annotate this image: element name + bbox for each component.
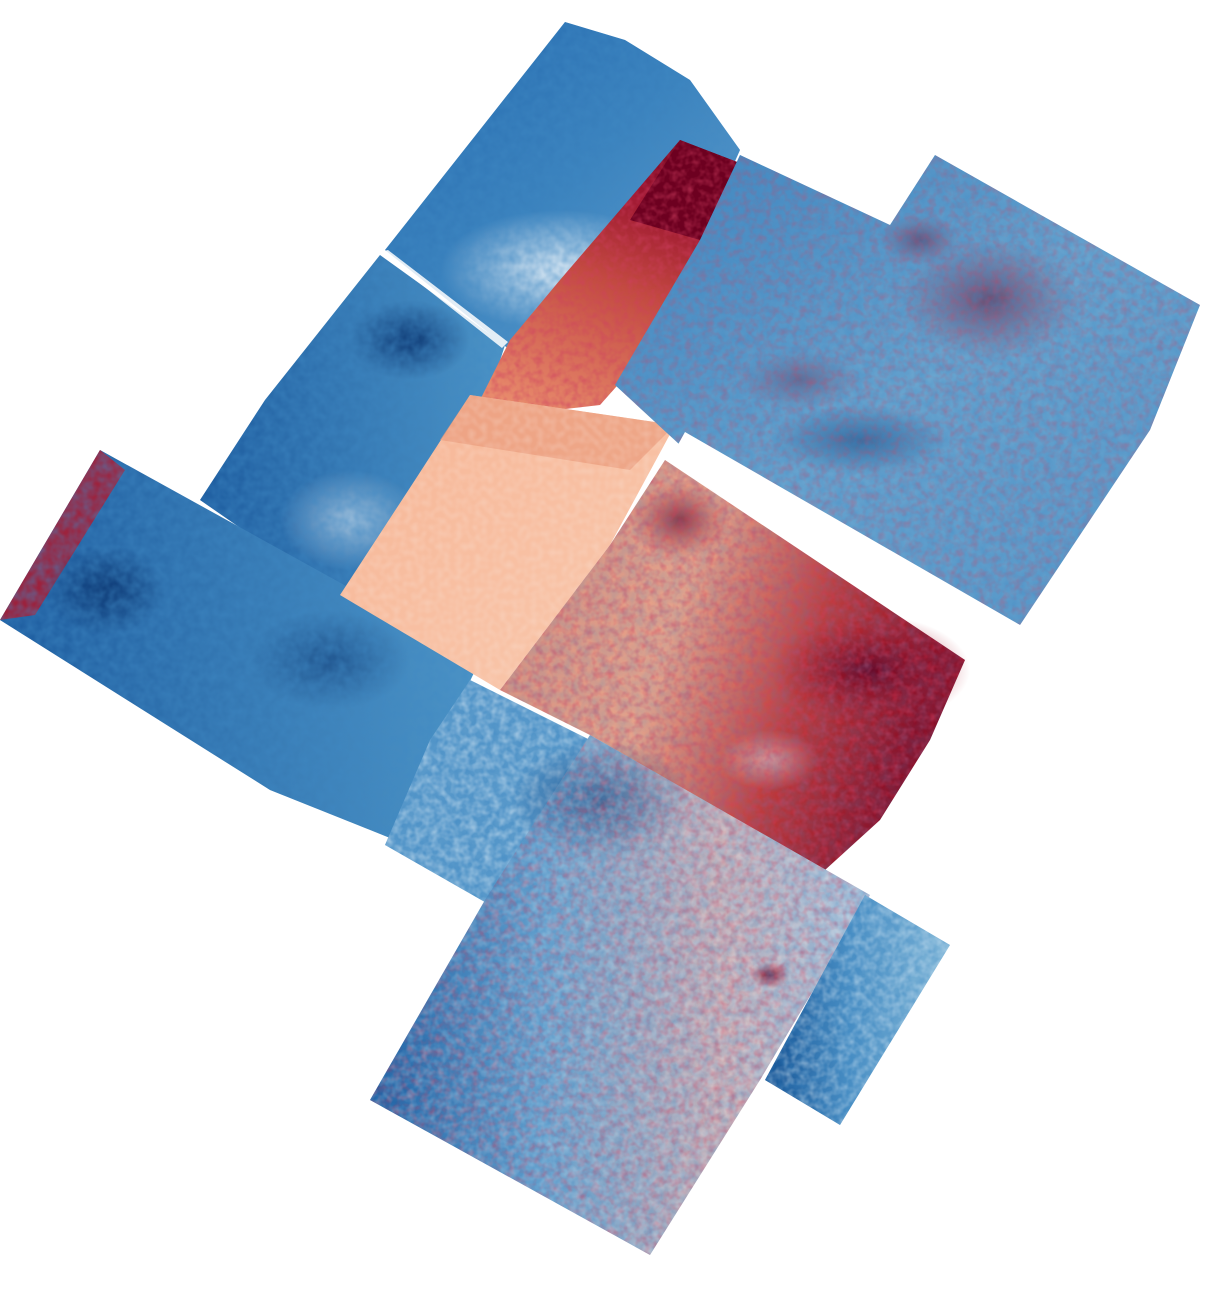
- tile-east-hotspot: [500, 460, 970, 870]
- tile-southeast-small: [765, 895, 950, 1125]
- tile-gap: [675, 432, 1020, 628]
- tile-south-large: [370, 735, 870, 1255]
- tile-west-long: [0, 450, 480, 840]
- tile-north-red-strip: [470, 140, 745, 420]
- tile-northeast-large: [615, 155, 1200, 625]
- tile-seam: [380, 250, 508, 348]
- tile-center-warm: [340, 395, 675, 690]
